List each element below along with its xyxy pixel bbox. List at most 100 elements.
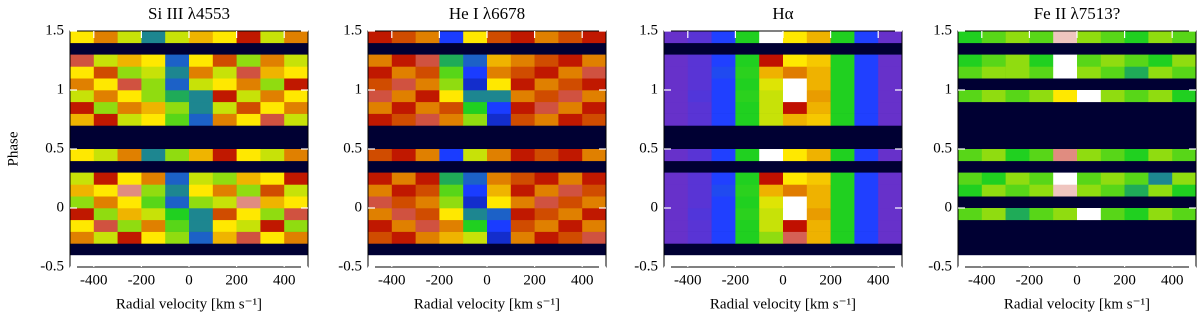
heatmap-cell <box>463 196 487 208</box>
heatmap-cell <box>831 196 855 208</box>
heatmap-cell <box>70 78 94 90</box>
heatmap-cell <box>487 220 511 232</box>
heatmap-cell <box>165 55 189 67</box>
heatmap-cell <box>141 55 165 67</box>
heatmap-cell <box>439 55 463 67</box>
heatmap-cell <box>70 196 94 208</box>
heatmap-cell <box>118 208 142 220</box>
heatmap-cell <box>94 184 118 196</box>
heatmap-cell <box>189 149 213 161</box>
heatmap-cell <box>1172 208 1196 220</box>
heatmap-cell <box>558 102 582 114</box>
heatmap-cell <box>878 232 902 244</box>
panel-title: Hα <box>772 4 793 23</box>
heatmap-cell <box>118 173 142 185</box>
heatmap-cell <box>284 220 308 232</box>
heatmap-cell <box>783 114 807 126</box>
heatmap-cell <box>392 149 416 161</box>
heatmap-cell <box>284 173 308 185</box>
y-tick-label: 0.5 <box>933 140 952 156</box>
heatmap-cell <box>735 55 759 67</box>
panel-title: Fe II λ7513? <box>1034 4 1121 23</box>
heatmap-cell <box>165 31 189 43</box>
heatmap-cell <box>165 149 189 161</box>
heatmap-cell <box>664 173 688 185</box>
heatmap-cell <box>94 102 118 114</box>
heatmap-cell <box>141 208 165 220</box>
heatmap-cell <box>831 220 855 232</box>
heatmap-cell <box>1148 208 1172 220</box>
heatmap-cell <box>511 114 535 126</box>
x-tick-label: 400 <box>571 272 594 288</box>
heatmap-cell <box>1172 55 1196 67</box>
heatmap-cell <box>189 114 213 126</box>
heatmap-cell <box>1029 208 1053 220</box>
x-axis-label: Radial velocity [km s⁻¹] <box>116 296 262 312</box>
heatmap-cell <box>70 102 94 114</box>
heatmap-cell <box>535 31 559 43</box>
heatmap-cell <box>807 220 831 232</box>
heatmap-cell <box>70 220 94 232</box>
heatmap-cell <box>463 149 487 161</box>
heatmap-cell <box>783 220 807 232</box>
heatmap-cell <box>511 232 535 244</box>
heatmap-cell <box>141 149 165 161</box>
heatmap-cell <box>1125 208 1149 220</box>
heatmap-cell <box>582 184 606 196</box>
x-tick-label: -200 <box>722 272 750 288</box>
heatmap-cell <box>735 220 759 232</box>
heatmap-cell <box>368 102 392 114</box>
heatmap-cell <box>165 114 189 126</box>
heatmap-cell <box>712 184 736 196</box>
heatmap-cell <box>1172 184 1196 196</box>
heatmap-cell <box>759 66 783 78</box>
heatmap-cell <box>688 31 712 43</box>
heatmap-cell <box>511 102 535 114</box>
heatmap-cell <box>487 232 511 244</box>
heatmap-cell <box>392 114 416 126</box>
heatmap-cell <box>759 173 783 185</box>
heatmap-cell <box>463 66 487 78</box>
heatmap-cell <box>237 114 261 126</box>
heatmap-cell <box>878 78 902 90</box>
heatmap-cell <box>854 90 878 102</box>
heatmap-cell <box>368 55 392 67</box>
heatmap-cell <box>535 220 559 232</box>
heatmap-cell <box>759 55 783 67</box>
heatmap-cell <box>854 55 878 67</box>
heatmap-cell <box>237 232 261 244</box>
heatmap-cell <box>511 55 535 67</box>
heatmap-cell <box>535 114 559 126</box>
heatmap-cell <box>982 66 1006 78</box>
heatmap-cell <box>392 55 416 67</box>
heatmap-cell <box>735 31 759 43</box>
heatmap-cell <box>463 208 487 220</box>
y-tick-label: 1 <box>945 81 953 97</box>
heatmap-cell <box>1148 184 1172 196</box>
heatmap-cell <box>1125 66 1149 78</box>
heatmap-cell <box>260 184 284 196</box>
heatmap-cell <box>416 220 440 232</box>
y-tick-label: 0 <box>57 199 65 215</box>
heatmap-cell <box>416 90 440 102</box>
heatmap-cell <box>759 114 783 126</box>
heatmap-cell <box>1125 184 1149 196</box>
heatmap-cell <box>1077 173 1101 185</box>
heatmap-cell <box>213 184 237 196</box>
heatmap-cell <box>94 66 118 78</box>
x-axis-label: Radial velocity [km s⁻¹] <box>1004 296 1150 312</box>
heatmap-cell <box>664 78 688 90</box>
heatmap-cell <box>735 173 759 185</box>
heatmap-cell <box>759 208 783 220</box>
heatmap-cell <box>260 220 284 232</box>
heatmap-cell <box>118 149 142 161</box>
heatmap-cell <box>487 173 511 185</box>
heatmap-cell <box>582 102 606 114</box>
heatmap-cell <box>189 173 213 185</box>
heatmap-cell <box>878 184 902 196</box>
heatmap-cell <box>260 232 284 244</box>
heatmap-cell <box>759 232 783 244</box>
heatmap-cell <box>213 208 237 220</box>
heatmap-cell <box>807 149 831 161</box>
y-tick-label: 1.5 <box>45 22 64 38</box>
